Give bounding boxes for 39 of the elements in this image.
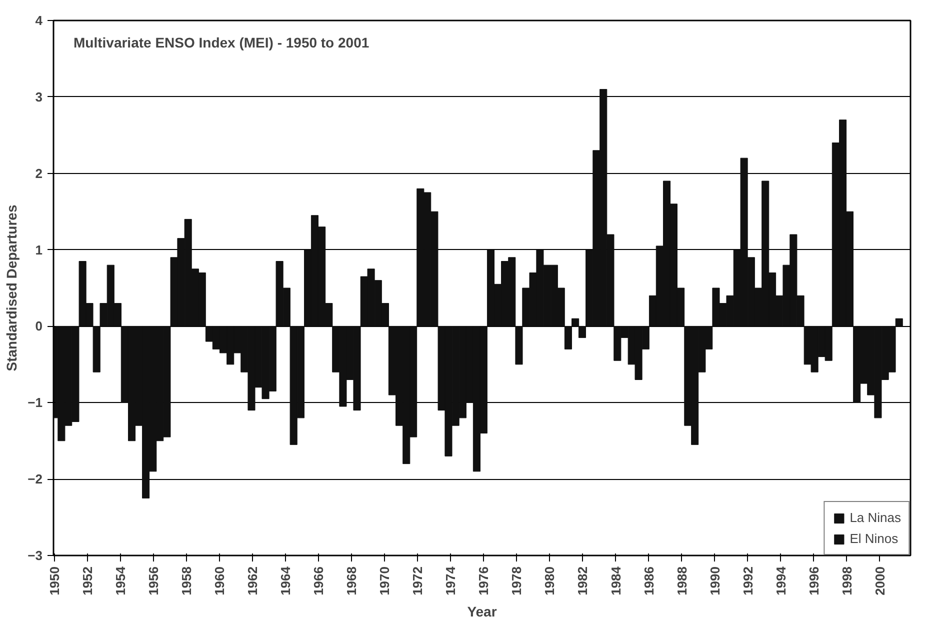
x-axis-title: Year: [467, 603, 498, 620]
x-tick-label: 1964: [278, 566, 293, 596]
x-tick-label: 1986: [641, 566, 656, 596]
x-tick-label: 1996: [806, 566, 822, 596]
y-axis-title: Standardised Departures: [4, 204, 20, 372]
x-tick-label: 1992: [740, 566, 756, 596]
x-tick-label: 1976: [476, 566, 492, 596]
y-tick-label: 3: [35, 89, 43, 104]
x-tick-label: 1972: [410, 566, 426, 596]
x-tick-label: 1952: [80, 566, 95, 596]
x-tick-label: 1982: [575, 566, 590, 596]
x-tick-label: 1956: [146, 566, 161, 596]
legend-label: El Ninos: [850, 531, 898, 546]
y-tick-label: 1: [35, 242, 43, 258]
y-tick-label: 2: [35, 166, 43, 181]
x-tick-label: 1950: [46, 566, 62, 596]
x-tick-label: 1978: [509, 566, 524, 596]
x-tick-label: 1962: [244, 566, 260, 596]
x-tick-label: 1980: [542, 566, 558, 596]
x-tick-label: 1984: [608, 566, 624, 596]
x-tick-label: 1974: [443, 566, 458, 596]
x-tick-label: 1958: [178, 566, 194, 596]
x-tick-label: 1994: [773, 566, 788, 596]
x-tick-label: 1966: [311, 566, 326, 596]
text: Multivariate ENSO Index (MEI) - 1950 to 2001: [74, 34, 370, 50]
x-tick-label: 1990: [707, 566, 722, 596]
x-tick-label: 1954: [112, 566, 128, 596]
x-tick-label: 1960: [212, 566, 227, 596]
x-tick-label: 1988: [674, 566, 690, 596]
x-tick-label: 2000: [872, 566, 888, 596]
y-tick-label: −2: [28, 472, 43, 487]
y-tick-label: 4: [35, 13, 44, 28]
x-tick-label: 1998: [839, 566, 854, 596]
y-tick-label: −3: [28, 548, 43, 563]
y-tick-label: 0: [35, 318, 43, 334]
x-tick-label: 1970: [377, 566, 392, 596]
x-tick-label: 1968: [344, 566, 360, 596]
y-tick-label: −1: [28, 395, 43, 410]
legend-label: La Ninas: [850, 510, 901, 525]
